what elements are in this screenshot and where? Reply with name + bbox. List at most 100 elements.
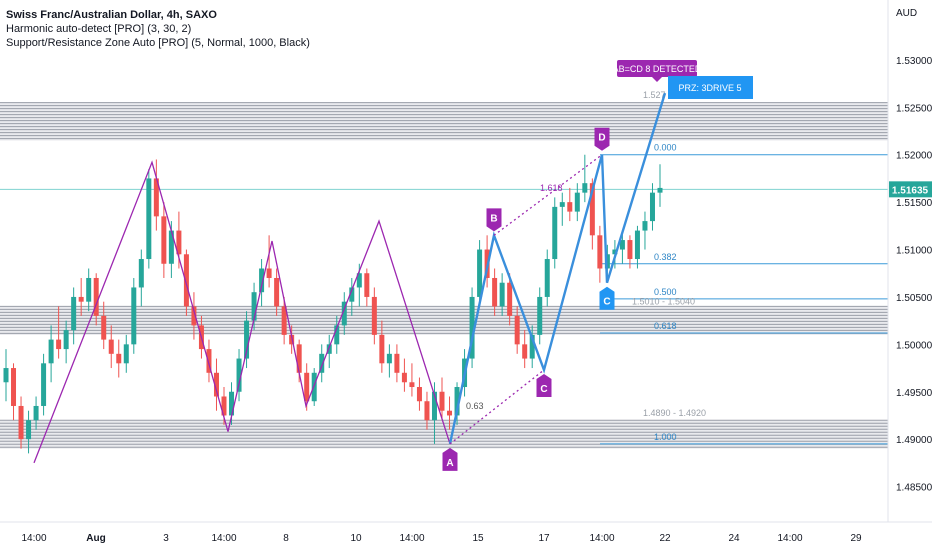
price-tick: 1.48500 bbox=[896, 483, 932, 494]
candle-body bbox=[26, 420, 32, 440]
point-label: C bbox=[540, 384, 547, 395]
fib-level-label: 1.000 bbox=[654, 432, 677, 442]
zigzag-line bbox=[33, 160, 451, 464]
candle-body bbox=[146, 178, 152, 260]
price-tick: 1.49500 bbox=[896, 388, 932, 399]
candle-body bbox=[71, 296, 77, 331]
time-tick: 14:00 bbox=[589, 533, 614, 544]
point-marker bbox=[536, 373, 552, 397]
candle-body bbox=[574, 192, 580, 212]
candle-body bbox=[78, 296, 84, 302]
candle-body bbox=[356, 273, 362, 288]
candle-body bbox=[101, 315, 107, 340]
price-tick: 1.51000 bbox=[896, 246, 932, 257]
harmonic-pattern-line bbox=[448, 92, 667, 445]
candle-body bbox=[33, 405, 39, 421]
candle-body bbox=[236, 358, 242, 392]
time-tick: 14:00 bbox=[211, 533, 236, 544]
last-price-tag bbox=[889, 181, 932, 198]
candle-body bbox=[63, 330, 69, 350]
candle-body bbox=[492, 277, 498, 307]
candle-body bbox=[544, 259, 550, 297]
candle-body bbox=[213, 372, 219, 397]
candle-body bbox=[649, 192, 655, 222]
chart-legend: Swiss Franc/Australian Dollar, 4h, SAXO … bbox=[6, 8, 310, 50]
candle-body bbox=[371, 296, 377, 335]
candle-body bbox=[454, 387, 460, 416]
candle-body bbox=[131, 287, 137, 345]
candle-body bbox=[244, 320, 250, 359]
candle-body bbox=[56, 339, 62, 350]
ratio-label: 1.618 bbox=[540, 183, 563, 193]
candle-body bbox=[431, 391, 437, 421]
indicator-sr-zone[interactable]: Support/Resistance Zone Auto [PRO] (5, N… bbox=[6, 37, 310, 49]
candle-body bbox=[386, 353, 392, 364]
candle-body bbox=[48, 339, 54, 364]
candle-body bbox=[612, 249, 618, 255]
prz-badge-text: PRZ: 3DRIVE 5 bbox=[678, 83, 741, 93]
candle-body bbox=[477, 249, 483, 297]
symbol-title[interactable]: Swiss Franc/Australian Dollar, 4h, SAXO bbox=[6, 9, 217, 21]
candle-body bbox=[86, 277, 92, 302]
candle-body bbox=[168, 230, 174, 264]
candle-body bbox=[507, 282, 513, 316]
last-price-text: 1.51635 bbox=[892, 185, 929, 196]
candle-body bbox=[469, 296, 475, 359]
candle-body bbox=[289, 334, 295, 345]
fib-level-label: 0.000 bbox=[654, 143, 677, 153]
candle-body bbox=[153, 178, 159, 217]
point-marker bbox=[486, 208, 502, 232]
candle-body bbox=[334, 325, 340, 345]
candle-body bbox=[567, 202, 573, 212]
candle-body bbox=[183, 254, 189, 307]
candle-body bbox=[116, 353, 122, 364]
candle-body bbox=[341, 301, 347, 326]
candle-body bbox=[537, 296, 543, 335]
candle-body bbox=[191, 306, 197, 326]
point-marker bbox=[594, 127, 610, 151]
price-axis-bg bbox=[888, 0, 932, 550]
candle-body bbox=[41, 363, 47, 406]
candle-body bbox=[416, 387, 422, 402]
candle-body bbox=[522, 344, 528, 359]
candle-body bbox=[349, 287, 355, 302]
pattern-badge-pointer bbox=[652, 77, 662, 82]
candle-body bbox=[604, 254, 610, 269]
indicator-harmonic[interactable]: Harmonic auto-detect [PRO] (3, 30, 2) bbox=[6, 23, 192, 35]
candle-body bbox=[326, 344, 332, 354]
candle-body bbox=[589, 183, 595, 236]
candle-body bbox=[401, 372, 407, 383]
candle-body bbox=[281, 306, 287, 335]
prz-badge bbox=[668, 76, 753, 99]
candle-body bbox=[379, 334, 385, 364]
candle-body bbox=[3, 368, 9, 383]
price-tick: 1.52000 bbox=[896, 151, 932, 162]
candle-body bbox=[619, 240, 625, 250]
time-tick: Aug bbox=[86, 533, 105, 544]
time-tick: 14:00 bbox=[21, 533, 46, 544]
candle-body bbox=[206, 349, 212, 373]
candle-body bbox=[657, 187, 663, 193]
candle-body bbox=[18, 405, 24, 440]
candle-body bbox=[559, 202, 565, 207]
point-marker bbox=[599, 286, 615, 310]
zone-label: 1.5010 - 1.5040 bbox=[632, 296, 695, 306]
candle-body bbox=[229, 391, 235, 416]
candle-body bbox=[259, 268, 265, 293]
candle-body bbox=[514, 315, 520, 345]
candle-body bbox=[642, 221, 648, 231]
ratio-line bbox=[493, 154, 603, 236]
candle-body bbox=[409, 382, 415, 388]
time-tick: 14:00 bbox=[399, 533, 424, 544]
price-tick: 1.51500 bbox=[896, 198, 932, 209]
price-tick: 1.49000 bbox=[896, 435, 932, 446]
time-tick: 14:00 bbox=[777, 533, 802, 544]
zone-label: 1.4890 - 1.4920 bbox=[643, 408, 706, 418]
candle-body bbox=[529, 334, 535, 359]
candle-body bbox=[221, 396, 227, 416]
ratio-label: 0.63 bbox=[466, 401, 484, 411]
candle-body bbox=[319, 353, 325, 373]
candle-body bbox=[274, 277, 280, 307]
price-tick: 1.52500 bbox=[896, 103, 932, 114]
